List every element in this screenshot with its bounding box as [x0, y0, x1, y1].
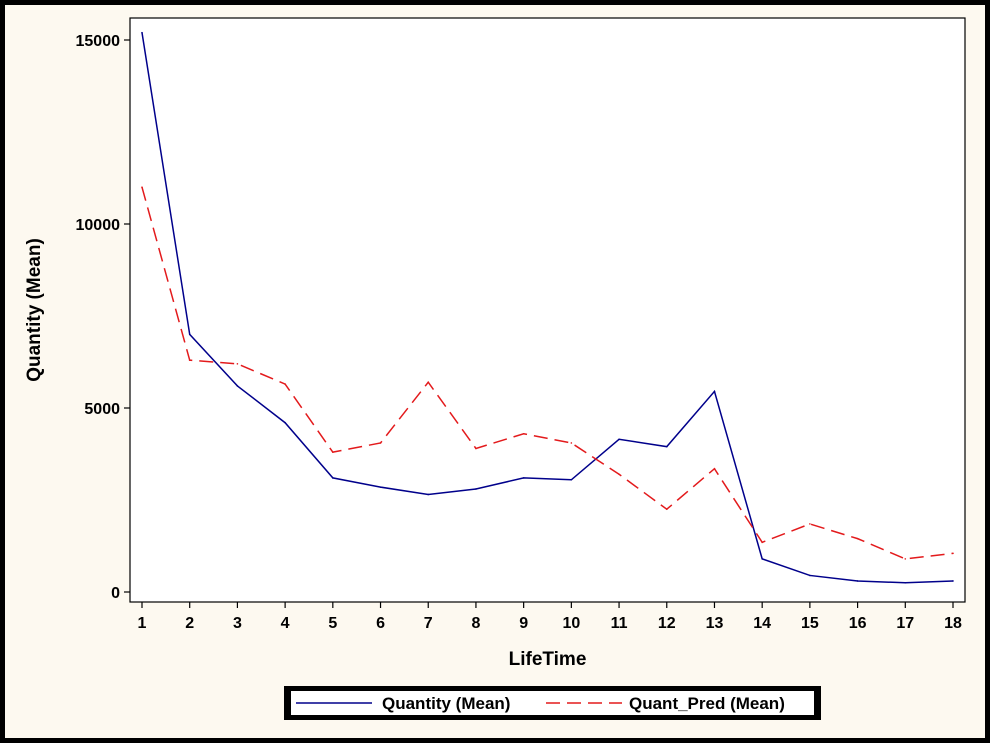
legend-label-1: Quantity (Mean) [382, 694, 510, 713]
data-point [856, 580, 859, 582]
data-point [475, 488, 477, 490]
data-point [665, 508, 668, 511]
series-line-1 [141, 32, 954, 584]
data-point [952, 552, 954, 555]
data-point [427, 381, 430, 384]
x-tick-label: 11 [611, 615, 628, 632]
x-tick-label: 18 [944, 615, 962, 632]
data-point [856, 537, 859, 540]
x-tick-label: 15 [801, 615, 819, 632]
x-tick-label: 14 [753, 615, 771, 632]
data-point [761, 541, 763, 544]
data-point [761, 558, 763, 560]
data-point [570, 442, 573, 444]
data-point [332, 477, 334, 479]
data-point [141, 186, 143, 188]
data-point [141, 31, 143, 34]
data-point [713, 467, 716, 470]
data-point [809, 574, 811, 577]
series-line-2 [141, 187, 954, 560]
x-tick-label: 7 [424, 615, 433, 632]
data-point [570, 478, 573, 481]
data-point [379, 442, 382, 444]
data-point [904, 558, 907, 560]
data-point [284, 421, 286, 424]
x-tick-label: 17 [896, 615, 914, 632]
x-tick-label: 3 [233, 615, 242, 632]
y-tick-label: 10000 [76, 217, 121, 234]
data-point [379, 486, 382, 488]
plot-area [129, 17, 966, 603]
x-tick-label: 8 [471, 615, 480, 632]
data-point [665, 445, 668, 448]
data-point [952, 580, 954, 582]
x-tick-label: 2 [185, 615, 194, 632]
y-tick-label: 5000 [84, 401, 120, 418]
data-point [236, 363, 239, 365]
data-point [522, 477, 525, 479]
x-tick-label: 10 [562, 615, 580, 632]
data-point [618, 473, 620, 476]
x-tick-label: 4 [281, 615, 290, 632]
data-point [809, 523, 811, 525]
x-axis-title: LifeTime [509, 649, 587, 670]
data-point [904, 582, 907, 584]
legend-label-2: Quant_Pred (Mean) [629, 694, 785, 713]
data-point [284, 383, 286, 385]
y-tick-label: 15000 [76, 33, 121, 50]
x-tick-label: 9 [519, 615, 528, 632]
data-point [522, 432, 525, 435]
x-tick-label: 5 [328, 615, 337, 632]
data-point [618, 438, 620, 441]
data-point [475, 447, 477, 450]
data-point [332, 451, 334, 453]
data-point [427, 493, 430, 496]
y-tick-label: 0 [111, 585, 120, 602]
data-point [188, 333, 191, 336]
x-tick-label: 13 [706, 615, 724, 632]
data-point [236, 385, 239, 387]
x-tick-label: 6 [376, 615, 385, 632]
data-point [188, 359, 191, 361]
legend: Quantity (Mean) Quant_Pred (Mean) [284, 686, 821, 720]
x-tick-label: 12 [658, 615, 676, 632]
x-tick-label: 1 [138, 615, 147, 632]
data-point [713, 390, 716, 393]
y-axis-title: Quantity (Mean) [24, 238, 45, 382]
x-tick-label: 16 [849, 615, 867, 632]
